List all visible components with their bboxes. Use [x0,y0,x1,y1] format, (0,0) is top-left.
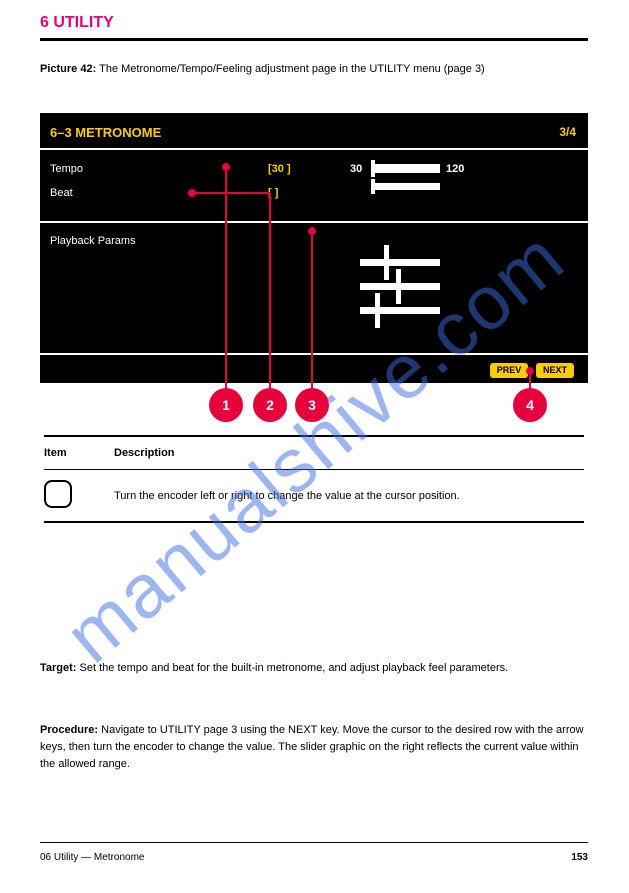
prev-button[interactable]: PREV [490,363,528,378]
divider [40,353,588,355]
screen-page-indicator: 3/4 [559,125,576,139]
procedure-label: Procedure: [40,724,101,736]
beat-slider-track [375,183,440,190]
table-cell-encoder-icon [40,475,110,516]
beat-slider-knob[interactable] [371,179,375,194]
rule-bottom [40,842,588,843]
encoder-icon [44,480,72,508]
callout-2: 2 [266,397,274,413]
tempo-slider-track [375,164,440,173]
eq-knob-1[interactable] [384,245,389,280]
figure-label: Picture 42: [40,63,96,75]
table-header-item: Item [40,442,110,464]
beat-label: Beat [50,187,73,199]
callout-1: 1 [222,397,230,413]
divider [40,221,588,223]
eq-track-1 [360,259,440,266]
target-text: Set the tempo and beat for the built-in … [80,662,509,674]
tempo-value: [30 ] [268,163,291,175]
table-header-desc: Description [110,442,588,464]
procedure-text: Navigate to UTILITY page 3 using the NEX… [40,724,584,770]
screen-title: 6–3 METRONOME [50,125,161,140]
callout-4: 4 [526,397,534,413]
tempo-slider-knob[interactable] [371,160,375,177]
device-screen: 6–3 METRONOME 3/4 Tempo Beat [30 ] [ ] 3… [40,113,588,383]
eq-track-3 [360,307,440,314]
target-block: Target: Set the tempo and beat for the b… [40,660,588,677]
footer-page-number: 153 [571,852,588,863]
divider [40,148,588,150]
footer-left: 06 Utility — Metronome [40,852,144,863]
next-button[interactable]: NEXT [536,363,574,378]
tempo-min: 30 [350,163,362,175]
procedure-block: Procedure: Navigate to UTILITY page 3 us… [40,722,588,773]
rule-top [40,38,588,41]
figure-text: The Metronome/Tempo/Feeling adjustment p… [99,63,485,75]
callout-3: 3 [308,397,316,413]
eq-knob-3[interactable] [375,293,380,328]
section-heading: 6 UTILITY [40,14,114,32]
playback-params-label: Playback Params [50,235,136,247]
figure-caption: Picture 42: The Metronome/Tempo/Feeling … [40,62,560,77]
tempo-max: 120 [446,163,464,175]
tempo-label: Tempo [50,163,83,175]
target-label: Target: [40,662,80,674]
table-cell-desc: Turn the encoder left or right to change… [110,475,588,516]
eq-knob-2[interactable] [396,269,401,304]
beat-value: [ ] [268,187,278,199]
legend-table: Item Description Turn the encoder left o… [40,430,588,528]
